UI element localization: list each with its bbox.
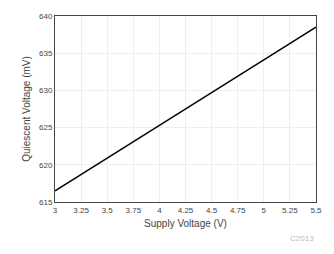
svg-text:635: 635 [39, 49, 53, 58]
svg-text:615: 615 [39, 198, 53, 207]
svg-text:4.25: 4.25 [178, 206, 194, 215]
svg-text:630: 630 [39, 86, 53, 95]
svg-text:3.5: 3.5 [102, 206, 114, 215]
svg-text:640: 640 [39, 12, 53, 21]
svg-text:5.25: 5.25 [282, 206, 298, 215]
svg-text:620: 620 [39, 161, 53, 170]
svg-text:5: 5 [262, 206, 267, 215]
svg-text:Quiescent Voltage (mV): Quiescent Voltage (mV) [21, 56, 32, 162]
svg-text:625: 625 [39, 123, 53, 132]
svg-text:3.25: 3.25 [73, 206, 89, 215]
svg-text:3.75: 3.75 [126, 206, 142, 215]
svg-text:4.5: 4.5 [206, 206, 218, 215]
svg-text:C2013: C2013 [290, 234, 314, 243]
svg-text:4.75: 4.75 [230, 206, 246, 215]
svg-text:Supply Voltage (V): Supply Voltage (V) [144, 218, 227, 229]
svg-text:3: 3 [53, 206, 58, 215]
svg-text:4: 4 [157, 206, 162, 215]
svg-text:5.5: 5.5 [310, 206, 322, 215]
